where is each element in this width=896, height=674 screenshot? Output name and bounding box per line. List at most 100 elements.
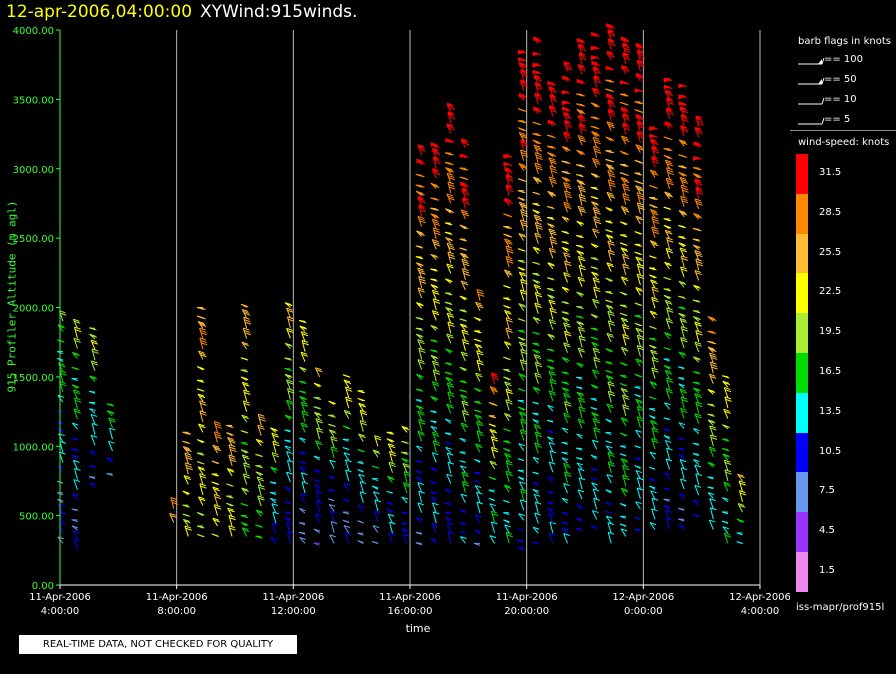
wind-barb xyxy=(534,152,543,164)
wind-barb xyxy=(546,359,555,363)
title-datetime: 12-apr-2006,04:00:00 xyxy=(6,2,193,22)
wind-barb xyxy=(357,448,366,453)
wind-barb xyxy=(444,301,453,305)
wind-barb xyxy=(445,306,453,314)
wind-barb xyxy=(286,307,294,318)
wind-barb xyxy=(517,190,526,194)
wind-barb xyxy=(72,459,80,470)
wind-barb xyxy=(592,418,601,430)
wind-barb xyxy=(255,465,263,469)
wind-barb xyxy=(226,468,235,477)
wind-barb xyxy=(679,247,688,258)
legend: barb flags in knots == 100 == 50 == 10 == 5… xyxy=(790,30,896,650)
wind-barb xyxy=(342,425,351,430)
wind-barb xyxy=(342,519,350,524)
wind-barb xyxy=(316,427,324,440)
y-tick-label: 4000.00 xyxy=(13,26,54,37)
wind-barb xyxy=(650,419,658,430)
y-tick-label: 3500.00 xyxy=(13,95,54,106)
wind-barb xyxy=(504,381,512,391)
wind-barb xyxy=(517,539,525,543)
wind-barb xyxy=(284,429,291,433)
wind-barb xyxy=(445,376,453,384)
wind-barb xyxy=(692,238,701,242)
wind-barb xyxy=(561,457,569,464)
wind-barb xyxy=(444,222,453,226)
wind-barb xyxy=(605,489,612,494)
wind-barb xyxy=(534,501,542,514)
wind-barb xyxy=(444,511,452,515)
wind-barb xyxy=(342,447,350,451)
wind-barb xyxy=(607,179,616,192)
wind-barb xyxy=(517,399,525,403)
wind-barb xyxy=(532,121,542,126)
wind-barb xyxy=(459,389,468,393)
wind-barb xyxy=(182,431,192,435)
wind-barb xyxy=(605,136,615,142)
wind-barb xyxy=(417,430,425,442)
wind-barb xyxy=(445,167,455,174)
wind-barb xyxy=(651,497,659,510)
wind-barb xyxy=(664,369,673,380)
wind-barb xyxy=(737,503,746,513)
wind-barb xyxy=(678,94,688,100)
wind-barb xyxy=(88,476,96,480)
wind-barb xyxy=(651,427,659,440)
wind-barb xyxy=(724,469,732,482)
wind-barb xyxy=(461,197,470,209)
wind-barb xyxy=(197,496,206,506)
wind-barb xyxy=(576,174,584,178)
wind-barb xyxy=(532,526,540,534)
wind-barb xyxy=(665,458,673,470)
wind-barb xyxy=(488,476,497,481)
wind-barb xyxy=(663,224,672,230)
wind-barb xyxy=(490,521,498,533)
wind-barb xyxy=(91,348,99,361)
wind-barb xyxy=(592,369,600,379)
wind-barb xyxy=(635,287,643,296)
wind-barb xyxy=(648,408,656,412)
wind-barb xyxy=(284,367,293,372)
wind-barb xyxy=(664,229,673,240)
wind-barb xyxy=(590,468,597,472)
wind-barb xyxy=(664,472,671,480)
wind-barb xyxy=(636,202,645,214)
wind-barb xyxy=(58,433,65,443)
wind-barb xyxy=(663,417,670,421)
wind-barb xyxy=(242,473,251,485)
wind-barb xyxy=(590,31,600,38)
wind-barb xyxy=(503,162,513,167)
wind-barb xyxy=(196,379,205,383)
wind-barb xyxy=(183,475,192,485)
wind-barb xyxy=(548,370,556,381)
wind-barb xyxy=(284,511,291,515)
wind-barb xyxy=(666,377,674,390)
wind-barb xyxy=(476,359,484,372)
wind-barb xyxy=(415,470,422,474)
wind-barb xyxy=(547,119,557,127)
wind-barb xyxy=(359,481,367,493)
wind-barb xyxy=(605,150,615,154)
wind-barb xyxy=(680,266,688,278)
wind-barb xyxy=(622,113,631,125)
wind-barb xyxy=(577,64,587,75)
wind-barb xyxy=(387,475,395,484)
wind-barb xyxy=(651,216,660,228)
speed-bin-label: 25.5 xyxy=(819,246,842,258)
wind-barb xyxy=(226,502,234,507)
wind-barb xyxy=(313,469,320,473)
wind-barb xyxy=(707,492,715,499)
wind-barb xyxy=(430,182,440,189)
wind-barb xyxy=(678,83,688,89)
wind-barb xyxy=(605,502,612,506)
wind-barb xyxy=(415,262,424,268)
wind-barb xyxy=(549,307,557,320)
wind-barb xyxy=(564,260,572,273)
wind-barb xyxy=(678,518,685,522)
wind-barb xyxy=(634,393,641,398)
wind-barb xyxy=(607,240,615,252)
wind-barb xyxy=(663,364,672,370)
wind-barb xyxy=(605,418,612,424)
wind-barb xyxy=(430,253,439,260)
wind-barb xyxy=(476,288,485,301)
